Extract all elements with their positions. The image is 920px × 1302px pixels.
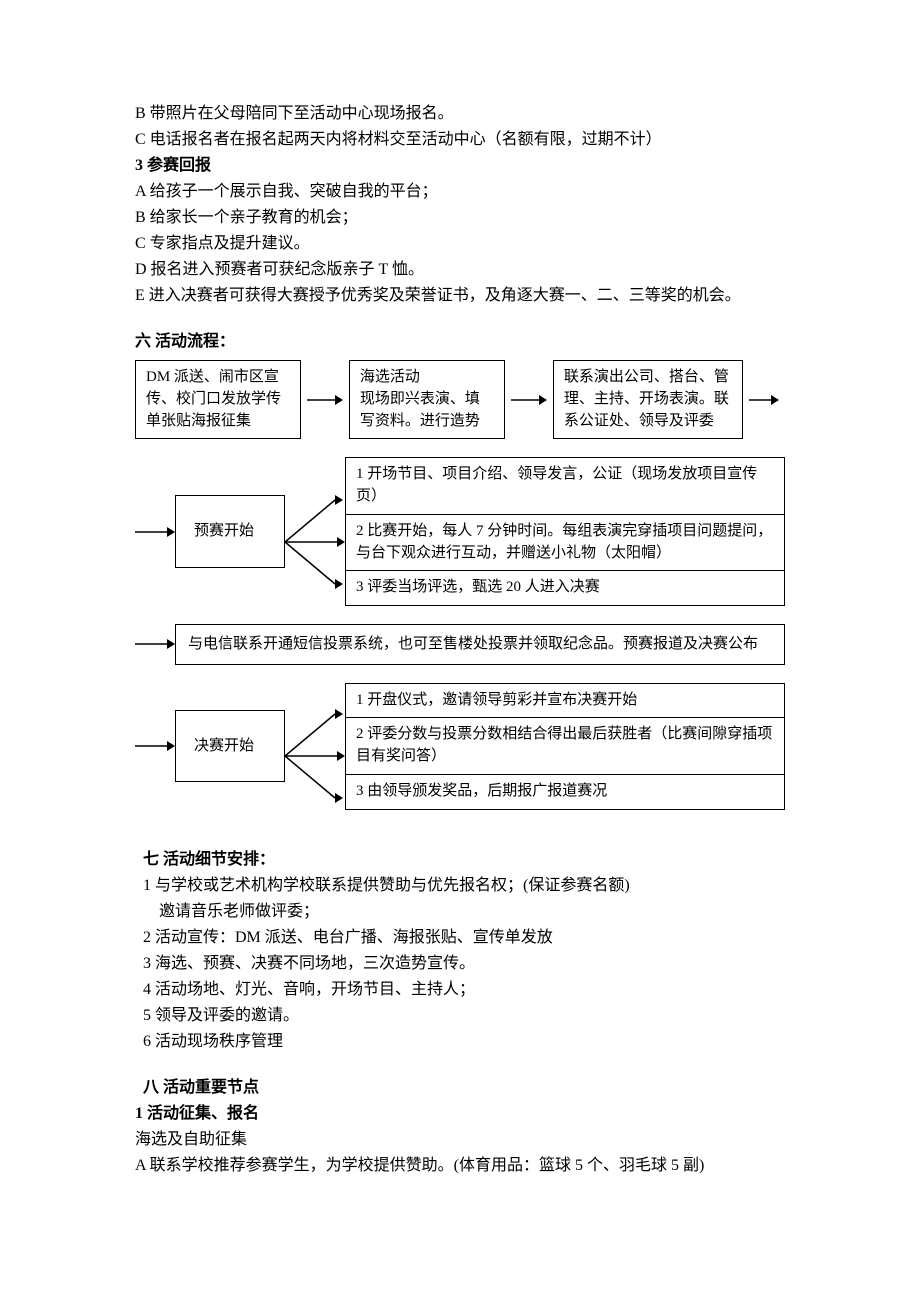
flow-row-1: DM 派送、闹市区宣传、校门口发放学传单张贴海报征集 海选活动 现场即兴表演、填… (135, 360, 785, 439)
final-label: 决赛开始 (175, 710, 285, 783)
text-line: C 电话报名者在报名起两天内将材料交至活动中心（名额有限，过期不计） (135, 128, 785, 152)
prelim-details: 1 开场节目、项目介绍、领导发言，公证（现场发放项目宣传页） 2 比赛开始，每人… (345, 457, 785, 606)
section-7-title: 七 活动细节安排： (135, 848, 785, 872)
prelim-stage: 预赛开始 1 开场节目、项目介绍、领导发言，公证（现场发放项目宣传页） 2 比赛… (135, 457, 785, 606)
text-line: B 给家长一个亲子教育的机会； (135, 206, 785, 230)
arrow-icon (743, 393, 785, 407)
prelim-label: 预赛开始 (175, 495, 285, 568)
final-details: 1 开盘仪式，邀请领导剪彩并宣布决赛开始 2 评委分数与投票分数相结合得出最后获… (345, 683, 785, 810)
detail-row: 1 开场节目、项目介绍、领导发言，公证（现场发放项目宣传页） (346, 458, 784, 514)
text-line: A 给孩子一个展示自我、突破自我的平台； (135, 180, 785, 204)
text-line: 4 活动场地、灯光、音响，开场节目、主持人； (135, 978, 785, 1002)
text-line: E 进入决赛者可获得大赛授予优秀奖及荣誉证书，及角逐大赛一、二、三等奖的机会。 (135, 284, 785, 308)
flow-box-1: DM 派送、闹市区宣传、校门口发放学传单张贴海报征集 (135, 360, 301, 439)
detail-row: 1 开盘仪式，邀请领导剪彩并宣布决赛开始 (346, 684, 784, 718)
arrow-icon (135, 525, 175, 539)
arrow-icon (135, 637, 175, 651)
text-line: D 报名进入预赛者可获纪念版亲子 T 恤。 (135, 258, 785, 282)
text-line: 6 活动现场秩序管理 (135, 1030, 785, 1054)
arrow-icon (135, 739, 175, 753)
connector-icon (285, 482, 345, 582)
detail-row: 3 由领导颁发奖品，后期报广报道赛况 (346, 774, 784, 809)
connector-icon (285, 696, 345, 796)
flow-box-3: 联系演出公司、搭台、管理、主持、开场表演。联系公证处、领导及评委 (553, 360, 743, 439)
text-line: 3 海选、预赛、决赛不同场地，三次造势宣传。 (135, 952, 785, 976)
text-line: B 带照片在父母陪同下至活动中心现场报名。 (135, 102, 785, 126)
text-line: 2 活动宣传：DM 派送、电台广播、海报张贴、宣传单发放 (135, 926, 785, 950)
banner-row: 与电信联系开通短信投票系统，也可至售楼处投票并领取纪念品。预赛报道及决赛公布 (135, 624, 785, 665)
section-8-title: 八 活动重要节点 (135, 1076, 785, 1100)
text-line: C 专家指点及提升建议。 (135, 232, 785, 256)
text-line: 5 领导及评委的邀请。 (135, 1004, 785, 1028)
text-line: 1 与学校或艺术机构学校联系提供赞助与优先报名权；(保证参赛名额) (135, 874, 785, 898)
banner-box: 与电信联系开通短信投票系统，也可至售楼处投票并领取纪念品。预赛报道及决赛公布 (175, 624, 785, 665)
detail-row: 3 评委当场评选，甄选 20 人进入决赛 (346, 570, 784, 605)
arrow-icon (301, 393, 349, 407)
section-3-title: 3 参赛回报 (135, 154, 785, 178)
final-stage: 决赛开始 1 开盘仪式，邀请领导剪彩并宣布决赛开始 2 评委分数与投票分数相结合… (135, 683, 785, 810)
section-6-title: 六 活动流程： (135, 330, 785, 354)
text-line: 邀请音乐老师做评委； (135, 900, 785, 924)
text-line: 海选及自助征集 (135, 1128, 785, 1152)
section-8-sub1: 1 活动征集、报名 (135, 1102, 785, 1126)
arrow-icon (505, 393, 553, 407)
flow-box-2: 海选活动 现场即兴表演、填写资料。进行造势 (349, 360, 505, 439)
detail-row: 2 比赛开始，每人 7 分钟时间。每组表演完穿插项目问题提问，与台下观众进行互动… (346, 514, 784, 571)
text-line: A 联系学校推荐参赛学生，为学校提供赞助。(体育用品：篮球 5 个、羽毛球 5 … (135, 1154, 785, 1178)
detail-row: 2 评委分数与投票分数相结合得出最后获胜者（比赛间隙穿插项目有奖问答） (346, 717, 784, 774)
